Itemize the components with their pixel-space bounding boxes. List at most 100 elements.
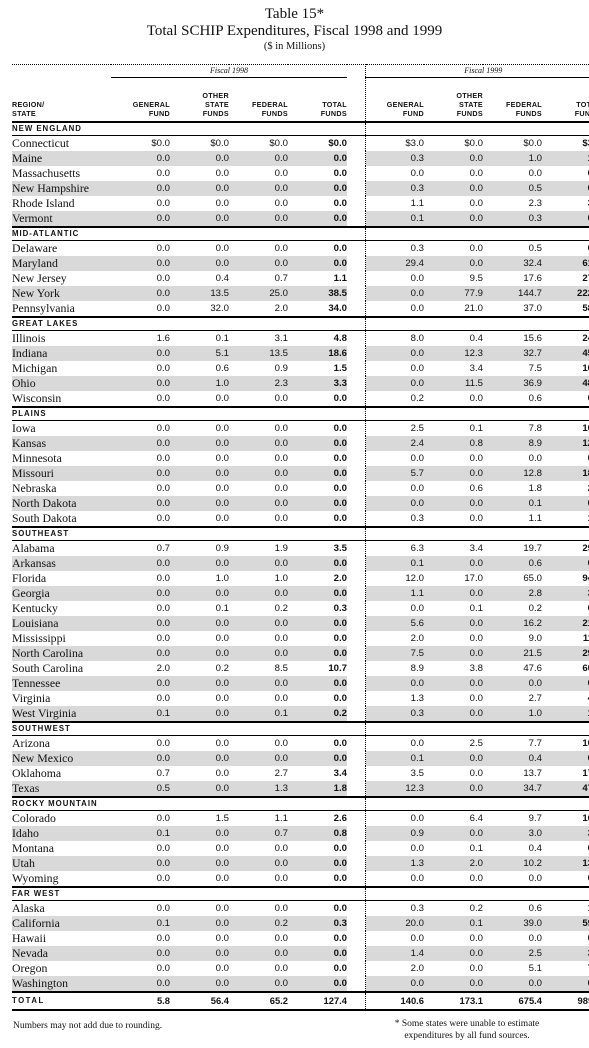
- fy1999-other-state-funds-cell: 9.5: [469, 273, 483, 284]
- fy1998-general-fund-cell: 0.0: [111, 646, 170, 661]
- fy1998-total-funds-cell: 0.0: [333, 453, 347, 464]
- fy1999-federal-funds-cell: 0.5: [483, 181, 542, 196]
- column-divider: [347, 691, 366, 706]
- fy1998-general-fund-cell: 0.0: [156, 198, 170, 209]
- fy1998-general-fund-cell: 0.0: [111, 436, 170, 451]
- fy1998-general-fund-cell: 0.0: [156, 738, 170, 749]
- column-divider: [347, 781, 366, 797]
- fy1999-general-fund-cell: 0.0: [365, 376, 424, 391]
- fy1999-general-fund-cell: 8.0: [410, 333, 424, 344]
- column-divider: [347, 766, 366, 781]
- fy1999-general-fund-cell: 0.0: [410, 363, 424, 374]
- fy1999-federal-funds-cell: 0.2: [528, 603, 542, 614]
- column-divider: [347, 496, 366, 511]
- column-divider: [347, 871, 366, 887]
- fy1999-federal-funds-cell: 0.5: [528, 243, 542, 254]
- region-header-row: NEW ENGLAND: [12, 121, 589, 136]
- state-name: Maryland: [12, 256, 111, 271]
- fy1999-other-state-funds-cell: 0.0: [424, 676, 483, 691]
- fy1998-federal-funds-cell: 8.5: [274, 663, 288, 674]
- fy1999-general-fund-cell: 0.9: [365, 826, 424, 841]
- column-divider: [347, 346, 366, 361]
- fy1998-federal-funds-cell: 0.0: [229, 151, 288, 166]
- fy1998-federal-funds-cell: 2.7: [274, 768, 288, 779]
- fy1998-total-funds-cell: 0.3: [288, 916, 347, 931]
- state-name: Ohio: [12, 376, 111, 391]
- fy1999-federal-funds-cell: 37.0: [523, 303, 542, 314]
- region-header-row: MID-ATLANTIC: [12, 226, 589, 241]
- fy1998-federal-funds-cell: 0.0: [274, 903, 288, 914]
- fy1998-general-fund-cell: $0.0: [151, 138, 170, 149]
- state-name: Kansas: [12, 436, 111, 451]
- column-divider: [347, 481, 366, 496]
- column-divider: [347, 886, 366, 901]
- fy1999-federal-funds-cell: 0.1: [483, 496, 542, 511]
- column-divider: [347, 721, 366, 736]
- fy1998-other-state-funds-cell: 0.0: [170, 466, 229, 481]
- state-name: Colorado: [12, 811, 56, 825]
- fy1999-total-funds-cell: 222.6: [542, 286, 589, 301]
- fy1999-total-funds-cell: 45.0: [542, 346, 589, 361]
- fy1999-other-state-funds-cell: 0.1: [424, 916, 483, 931]
- region-label: FAR WEST: [12, 886, 347, 901]
- fy1999-general-fund-cell: 1.3: [365, 856, 424, 871]
- fy1999-federal-funds-cell: 2.8: [483, 586, 542, 601]
- fy1999-federal-funds-cell: 36.9: [483, 376, 542, 391]
- table-row: Virginia 0.0 0.0 0.0 0.0 1.3 0.0 2.74.0: [12, 691, 589, 706]
- fy1998-total-funds-cell: 10.7: [328, 663, 347, 674]
- fy1998-other-state-funds-cell: 0.0: [215, 168, 229, 179]
- fy1999-federal-funds-cell: 2.3: [528, 198, 542, 209]
- column-divider: [347, 271, 366, 286]
- column-divider: [347, 646, 366, 661]
- fy1999-other-state-funds-cell: 3.8: [469, 663, 483, 674]
- fy1998-general-fund-cell: 0.5: [111, 781, 170, 797]
- fy1998-general-fund-cell: 1.6: [156, 333, 170, 344]
- state-name: Mississippi: [12, 631, 66, 645]
- fy1999-federal-funds-cell: 47.6: [523, 663, 542, 674]
- fy1999-general-fund-cell: 0.0: [410, 603, 424, 614]
- fy1998-other-state-funds-cell: 0.0: [170, 976, 229, 992]
- fy1998-other-state-funds-cell: 0.0: [170, 706, 229, 722]
- fy1998-other-state-funds-cell: 1.0: [170, 376, 229, 391]
- fy1998-federal-funds-cell: 0.0: [229, 676, 288, 691]
- fy1999-other-state-funds-cell: $0.0: [464, 138, 483, 149]
- fy1999-total-funds-cell: 24.0: [582, 333, 589, 344]
- fy1999-general-fund-cell: 1.3: [410, 693, 424, 704]
- fy1999-general-fund-cell: 1.4: [365, 946, 424, 961]
- table-row: Iowa 0.0 0.0 0.0 0.0 2.5 0.1 7.8 10.4: [12, 420, 589, 436]
- fy1998-general-fund-cell: 0.0: [111, 181, 170, 196]
- fy1998-other-state-funds-total: 56.4: [170, 991, 229, 1011]
- fy1999-total-funds-cell: 0.8: [542, 241, 589, 257]
- fy1999-general-fund-cell: 12.3: [365, 781, 424, 797]
- region-label: MID-ATLANTIC: [12, 226, 347, 241]
- column-divider: [347, 735, 366, 751]
- header-general-fund-1999: GENERAL FUND: [386, 100, 424, 118]
- fy1999-other-state-funds-cell: 0.0: [469, 198, 483, 209]
- region-header-spacer: [365, 316, 589, 331]
- fy1999-federal-funds-cell: 65.0: [523, 573, 542, 584]
- fy1998-general-fund-cell: 0.0: [111, 751, 170, 766]
- fy1998-other-state-funds-cell: 0.0: [170, 856, 229, 871]
- fy1998-total-funds-cell: 0.0: [288, 496, 347, 511]
- fy1998-general-fund-cell: 0.0: [156, 843, 170, 854]
- fy1999-other-state-funds-cell: 0.0: [469, 453, 483, 464]
- column-divider: [347, 240, 366, 256]
- fy1998-federal-funds-cell: 0.0: [229, 211, 288, 227]
- fy1998-total-funds-cell: 0.0: [288, 751, 347, 766]
- fy1999-federal-funds-cell: 7.8: [528, 423, 542, 434]
- state-name: Oklahoma: [12, 766, 62, 780]
- region-header-spacer: [365, 526, 589, 541]
- fy1999-federal-funds-cell: 0.0: [528, 168, 542, 179]
- state-name: Vermont: [12, 211, 111, 227]
- fy1999-general-fund-cell: 0.3: [365, 181, 424, 196]
- fy1998-general-fund-cell: 0.7: [156, 543, 170, 554]
- region-label: PLAINS: [12, 406, 347, 421]
- state-name: Missouri: [12, 466, 111, 481]
- fy1998-federal-funds-cell: 1.3: [229, 781, 288, 797]
